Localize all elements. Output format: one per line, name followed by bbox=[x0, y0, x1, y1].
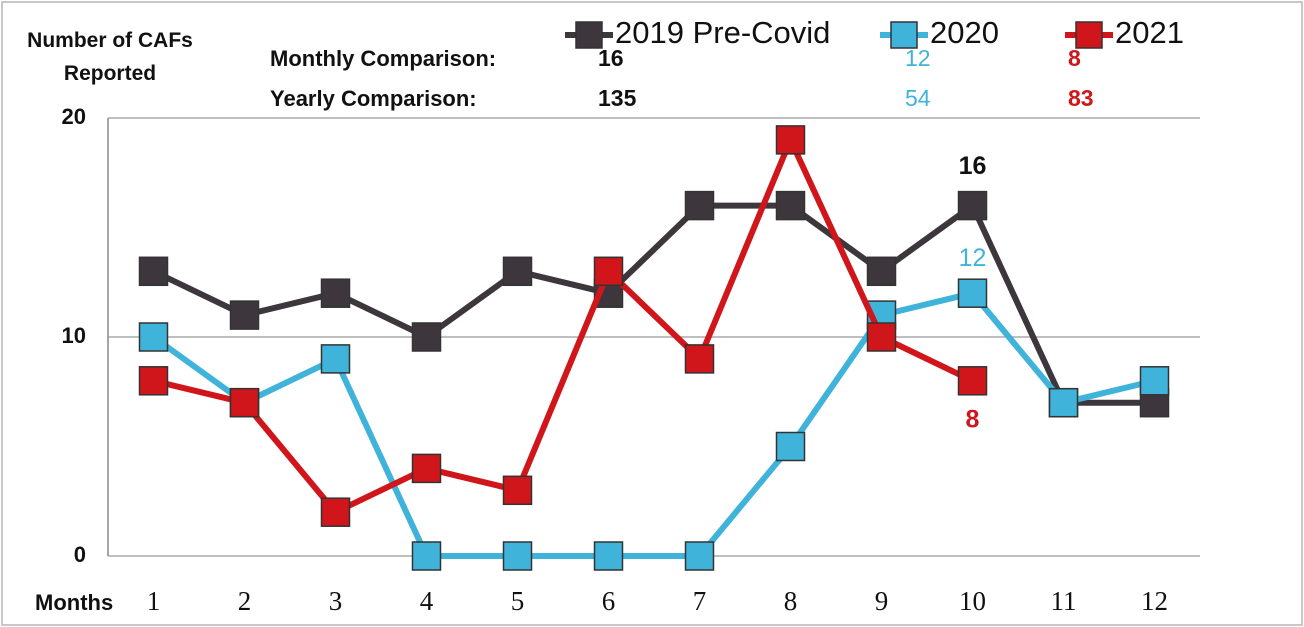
point-marker bbox=[775, 190, 806, 221]
point-marker bbox=[1139, 366, 1170, 396]
point-marker bbox=[593, 541, 624, 571]
comparison-value: 12 bbox=[905, 45, 931, 71]
series-line bbox=[152, 136, 974, 516]
legend-label: 2021 bbox=[1115, 15, 1184, 50]
point-marker bbox=[684, 344, 715, 374]
point-marker bbox=[229, 300, 260, 330]
point-marker bbox=[775, 125, 806, 155]
point-marker bbox=[502, 475, 533, 506]
point-marker bbox=[320, 278, 351, 308]
data-label: 16 bbox=[959, 152, 987, 180]
x-tick-label: 3 bbox=[329, 586, 343, 616]
comparison-value: 16 bbox=[598, 45, 624, 71]
point-marker bbox=[684, 541, 715, 571]
x-tick-label: 10 bbox=[959, 586, 986, 616]
series-line bbox=[152, 202, 1155, 406]
x-tick-label: 4 bbox=[420, 586, 434, 616]
comparison-label: Monthly Comparison: bbox=[270, 46, 496, 71]
point-marker bbox=[684, 190, 715, 221]
point-marker bbox=[411, 453, 442, 484]
x-tick-label: 9 bbox=[875, 586, 889, 616]
point-marker bbox=[502, 256, 533, 287]
point-marker bbox=[502, 541, 533, 571]
point-marker bbox=[957, 190, 988, 221]
point-marker bbox=[138, 366, 169, 396]
legend-label: 2019 Pre-Covid bbox=[615, 15, 830, 50]
x-tick-label: 6 bbox=[602, 586, 616, 616]
x-tick-label: 5 bbox=[511, 586, 525, 616]
point-marker bbox=[138, 256, 169, 287]
x-axis-label: Months bbox=[35, 590, 113, 615]
point-marker bbox=[411, 322, 442, 352]
point-marker bbox=[866, 322, 897, 352]
point-marker bbox=[957, 278, 988, 308]
x-tick-label: 8 bbox=[784, 586, 798, 616]
legend-marker bbox=[890, 21, 918, 49]
data-label: 8 bbox=[966, 405, 980, 433]
legend-marker bbox=[575, 21, 603, 49]
data-label: 12 bbox=[959, 244, 987, 272]
point-marker bbox=[138, 322, 169, 352]
point-marker bbox=[320, 344, 351, 374]
point-marker bbox=[957, 366, 988, 396]
x-tick-label: 11 bbox=[1051, 586, 1077, 616]
x-tick-label: 12 bbox=[1141, 586, 1168, 616]
series-line bbox=[151, 290, 1156, 559]
legend-label: 2020 bbox=[930, 15, 999, 50]
y-axis-label: Number of CAFs Reported bbox=[27, 29, 193, 85]
y-tick-label: 0 bbox=[74, 542, 86, 567]
comparison-value: 8 bbox=[1068, 45, 1081, 71]
x-tick-label: 1 bbox=[147, 586, 161, 616]
comparison-value: 54 bbox=[905, 85, 931, 111]
point-marker bbox=[320, 497, 351, 527]
x-tick-label: 2 bbox=[238, 586, 252, 616]
x-tick-label: 7 bbox=[693, 586, 707, 616]
point-marker bbox=[866, 256, 897, 287]
point-marker bbox=[1048, 387, 1079, 418]
comparison-value: 135 bbox=[598, 85, 637, 111]
point-marker bbox=[593, 256, 624, 287]
comparison-value: 83 bbox=[1068, 85, 1094, 111]
point-marker bbox=[229, 387, 260, 418]
y-tick-label: 10 bbox=[62, 323, 86, 348]
comparison-label: Yearly Comparison: bbox=[270, 86, 477, 111]
point-marker bbox=[775, 431, 806, 462]
y-tick-label: 20 bbox=[62, 104, 86, 129]
legend-marker bbox=[1075, 21, 1103, 49]
point-marker bbox=[411, 541, 442, 571]
y-axis-label-box: Number of CAFs Reported bbox=[27, 29, 193, 85]
